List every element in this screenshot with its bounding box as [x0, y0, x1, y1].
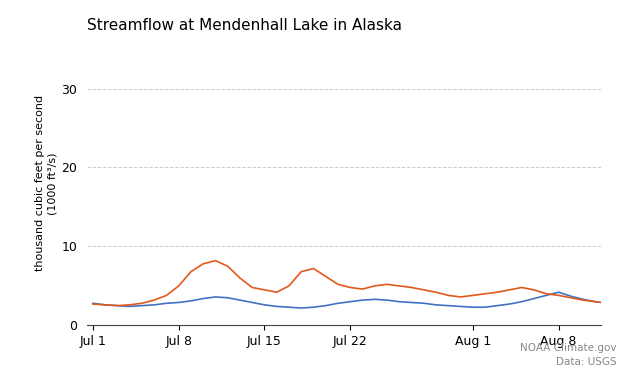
Text: Streamflow at Mendenhall Lake in Alaska: Streamflow at Mendenhall Lake in Alaska: [87, 18, 402, 33]
Text: NOAA Climate.gov
Data: USGS: NOAA Climate.gov Data: USGS: [520, 343, 617, 367]
Y-axis label: thousand cubic feet per second
(1000 ft³/s): thousand cubic feet per second (1000 ft³…: [35, 95, 57, 271]
